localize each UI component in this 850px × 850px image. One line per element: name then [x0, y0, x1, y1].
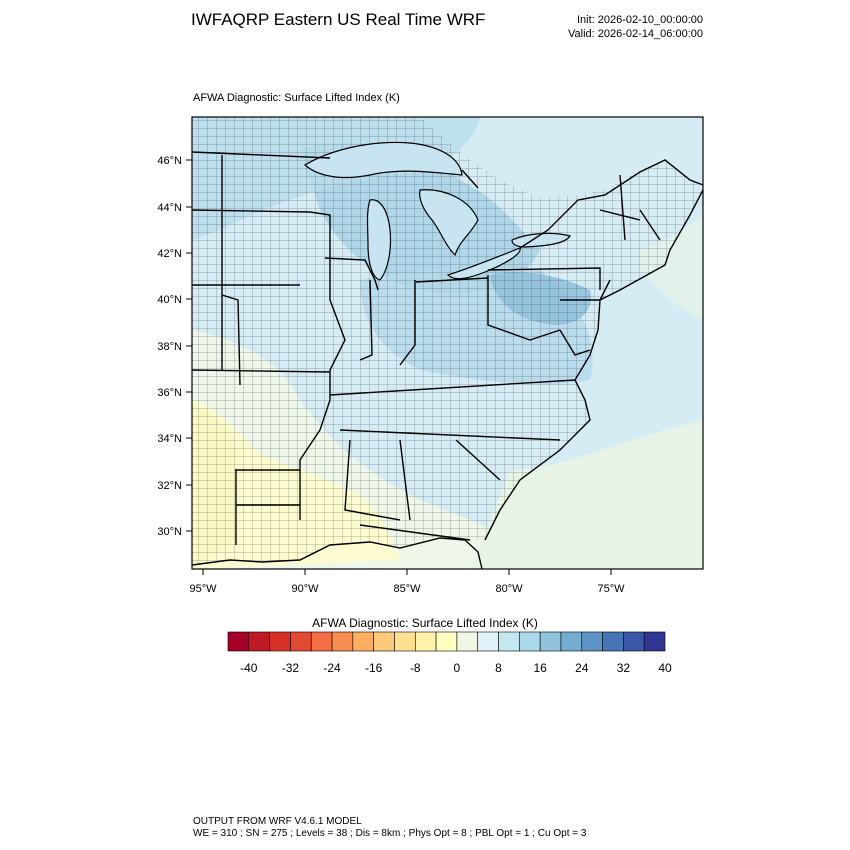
colorbar-title: AFWA Diagnostic: Surface Lifted Index (K… — [312, 616, 538, 630]
colorbar-cell — [394, 631, 416, 652]
footer: OUTPUT FROM WRF V4.6.1 MODEL WE = 310 ; … — [193, 816, 586, 840]
colorbar-cell — [269, 631, 291, 652]
colorbar — [227, 631, 666, 652]
colorbar-cell — [498, 631, 520, 652]
colorbar-cell — [373, 631, 395, 652]
lake-huron — [419, 189, 479, 257]
field-northeast-green — [640, 215, 703, 320]
lake-michigan — [366, 199, 392, 281]
colorbar-cell — [643, 631, 666, 652]
init-time: Init: 2026-02-10_00:00:00 — [577, 14, 703, 26]
colorbar-cell — [456, 631, 479, 652]
lat-label-34: 34°N — [157, 433, 182, 445]
colorbar-cell — [414, 631, 437, 652]
colorbar-cell — [539, 631, 562, 652]
lat-label-46: 46°N — [157, 155, 182, 167]
colorbar-cell — [248, 631, 270, 652]
colorbar-label: 24 — [575, 661, 589, 675]
lon-label-75: 75°W — [597, 583, 625, 595]
colorbar-cell — [290, 631, 312, 652]
colorbar-cell — [477, 631, 499, 652]
colorbar-cell — [560, 631, 583, 652]
lon-label-90: 90°W — [291, 583, 319, 595]
colorbar-label: -8 — [410, 661, 421, 675]
lat-label-44: 44°N — [157, 202, 182, 214]
coastline — [192, 189, 703, 569]
colorbar-cell — [435, 631, 458, 652]
footer-config-line: WE = 310 ; SN = 275 ; Levels = 38 ; Dis … — [193, 828, 587, 839]
lon-axis: 95°W 90°W 85°W 80°W 75°W — [189, 569, 625, 595]
colorbar-label: 0 — [454, 661, 461, 675]
colorbar-cell — [623, 631, 645, 652]
colorbar-cell — [331, 631, 354, 652]
run-times: Init: 2026-02-10_00:00:00 Valid: 2026-02… — [568, 13, 703, 41]
colorbar-cell — [310, 631, 333, 652]
lon-label-85: 85°W — [393, 583, 421, 595]
lat-axis: 46°N 44°N 42°N 40°N 38°N 36°N 34°N 32°N … — [157, 155, 192, 538]
lake-erie — [446, 247, 521, 280]
plot-title: AFWA Diagnostic: Surface Lifted Index (K… — [193, 92, 400, 104]
colorbar-cell — [581, 631, 603, 652]
main-title: IWFAQRP Eastern US Real Time WRF — [191, 10, 486, 29]
colorbar-label: 40 — [658, 661, 672, 675]
colorbar-cell — [352, 631, 374, 652]
colorbar-cell — [602, 631, 624, 652]
colorbar-label: 8 — [495, 661, 502, 675]
colorbar-cell — [519, 631, 541, 652]
us-canada-border — [192, 151, 703, 249]
colorbar-label: -32 — [282, 661, 300, 675]
lat-label-32: 32°N — [157, 480, 182, 492]
colorbar-label: 16 — [533, 661, 547, 675]
colorbar-label: -40 — [240, 661, 258, 675]
lon-label-95: 95°W — [189, 583, 217, 595]
map-frame — [191, 116, 704, 570]
state-boundaries — [192, 155, 661, 545]
lat-label-42: 42°N — [157, 248, 182, 260]
lat-label-36: 36°N — [157, 387, 182, 399]
footer-model-line: OUTPUT FROM WRF V4.6.1 MODEL — [193, 816, 362, 827]
field-atlantic-green — [470, 420, 703, 569]
colorbar-cell — [227, 631, 250, 652]
lon-label-80: 80°W — [495, 583, 523, 595]
lat-label-40: 40°N — [157, 294, 182, 306]
colorbar-label: 32 — [617, 661, 631, 675]
map-panel — [192, 117, 703, 569]
lake-superior — [303, 141, 463, 179]
colorbar-label: -16 — [365, 661, 383, 675]
lat-label-30: 30°N — [157, 526, 182, 538]
colorbar-labels: -40 -32 -24 -16 -8 0 8 16 24 32 40 — [240, 661, 672, 675]
county-boundaries — [192, 117, 703, 565]
colorbar-label: -24 — [323, 661, 341, 675]
lat-label-38: 38°N — [157, 341, 182, 353]
valid-time: Valid: 2026-02-14_06:00:00 — [568, 28, 703, 40]
